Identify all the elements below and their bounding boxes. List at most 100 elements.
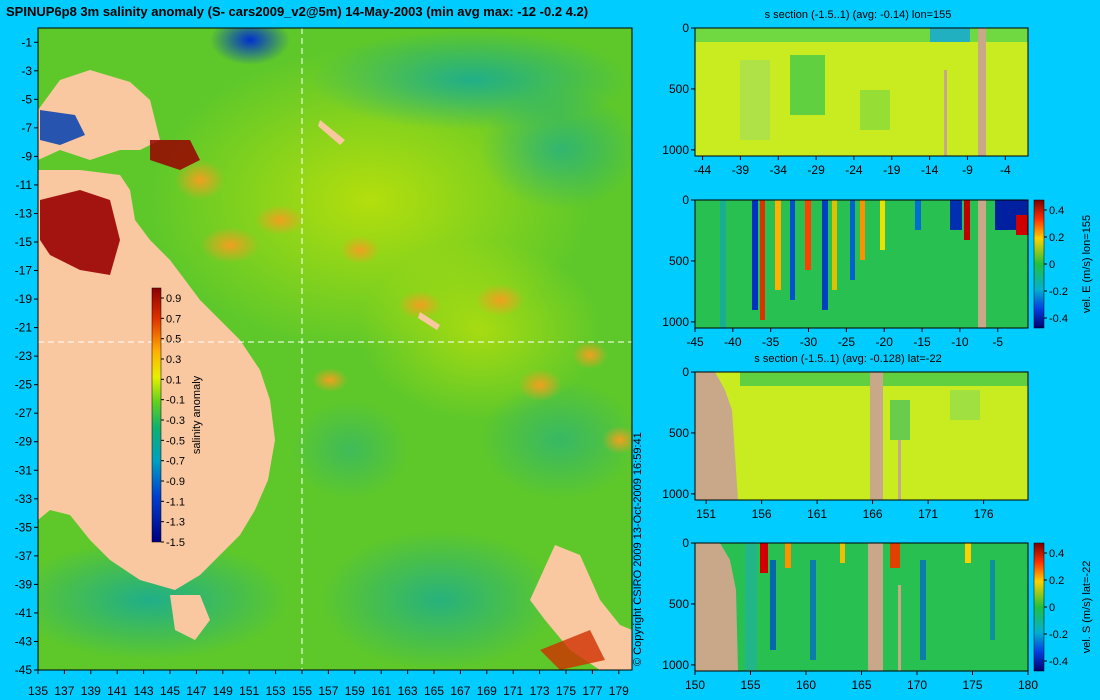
x-tick-label: 157 [318,684,338,698]
x-tick-label: -39 [732,163,750,177]
x-tick-label: -45 [686,335,704,349]
island-new-caledonia [418,312,440,330]
y-tick-label: -19 [15,292,33,306]
y-tick-label: -27 [15,406,33,420]
x-tick-label: 175 [556,684,576,698]
panel1-x-axis: -44 -39 -34 -29 -24 -19 -14 -9 -4 [694,156,1011,177]
page-title: SPINUP6p8 3m salinity anomaly (S- cars20… [6,4,589,19]
y-tick-label: 0 [682,21,689,35]
x-tick-label: -5 [992,335,1003,349]
x-tick-label: 166 [863,507,883,521]
salinity-map: 135 137 139 141 143 145 147 149 151 153 155 157 159 1… [15,27,633,698]
copyright-notice: © Copyright CSIRO 2009 13-Oct-2009 16:59… [632,432,644,666]
x-tick-label: -15 [913,335,931,349]
x-tick-label: -34 [770,163,788,177]
x-tick-label: 143 [134,684,154,698]
y-tick-label: 500 [669,426,689,440]
panel2-y-axis: 0 500 1000 [662,193,695,329]
map-y-axis: -1 -3 -5 -7 -9 -11 -13 -15 -17 -19 -21 -23 -25 -27 -29… [15,35,38,677]
colorbar-tick-label: -0.7 [166,456,185,468]
island-solomons [318,120,345,145]
panel4-y-axis: 0 500 1000 [662,536,695,672]
x-tick-label: -9 [962,163,973,177]
colorbar-tick-label: -0.5 [166,435,185,447]
coastal-anomaly-low [40,110,85,145]
colorbar-tick-label: -0.9 [166,476,185,488]
x-tick-label: -25 [838,335,856,349]
colorbar-tick-label: -1.1 [166,496,185,508]
x-tick-label: 155 [292,684,312,698]
x-tick-label: 137 [54,684,74,698]
x-tick-label: -14 [921,163,939,177]
x-tick-label: 160 [796,678,816,692]
x-tick-label: -24 [845,163,863,177]
x-tick-label: -30 [800,335,818,349]
y-tick-label: -29 [15,435,33,449]
colorbar-tick-label: 0.2 [1049,575,1064,587]
panel2-x-axis: -45 -40 -35 -30 -25 -20 -15 -10 -5 [686,328,1003,349]
x-tick-label: 135 [28,684,48,698]
x-tick-label: -40 [724,335,742,349]
section-panel-lat-22-velocity: 0.4 0.2 0 -0.2 -0.4 vel. S (m/s) lat=-22 150… [662,536,1093,692]
panel4-land [695,543,738,671]
x-tick-label: -19 [883,163,901,177]
x-tick-label: 153 [266,684,286,698]
y-tick-label: 1000 [662,658,689,672]
panel1-title: s section (-1.5..1) (avg: -0.14) lon=155 [765,9,952,21]
colorbar-tick-label: 0.5 [166,334,181,346]
y-tick-label: 0 [682,365,689,379]
y-tick-label: -41 [15,606,33,620]
y-tick-label: -3 [21,64,32,78]
y-tick-label: -43 [15,634,33,648]
colorbar-tick-label: 0.1 [166,374,181,386]
x-tick-label: 151 [239,684,259,698]
x-tick-label: 141 [107,684,127,698]
colorbar-tick-label: 0.4 [1049,548,1064,560]
panel4-colorbar-ticks: 0.4 0.2 0 -0.2 -0.4 [1044,548,1068,668]
salinity-colorbar-ticks: 0.9 0.7 0.5 0.3 0.1 -0.1 -0.3 -0.5 -0.7 -0.9 -1.1 -… [161,293,185,549]
colorbar-tick-label: -0.3 [166,415,185,427]
y-tick-label: -11 [16,178,33,192]
y-tick-label: 0 [682,536,689,550]
y-tick-label: -7 [21,121,32,135]
colorbar-tick-label: -0.2 [1049,629,1068,641]
colorbar-tick-label: 0.9 [166,293,181,305]
x-tick-label: 155 [740,678,760,692]
panel4-colorbar-label: vel. S (m/s) lat=-22 [1081,561,1093,654]
y-tick-label: -39 [15,577,33,591]
x-tick-label: -4 [1000,163,1011,177]
colorbar-tick-label: -0.2 [1049,286,1068,298]
colorbar-tick-label: 0.4 [1049,205,1064,217]
x-tick-label: 150 [685,678,705,692]
x-tick-label: 180 [1018,678,1038,692]
x-tick-label: -29 [807,163,825,177]
gulf-anomaly-high [40,190,120,275]
colorbar-tick-label: 0.2 [1049,232,1064,244]
y-tick-label: -15 [15,235,33,249]
x-tick-label: 161 [807,507,827,521]
y-tick-label: 1000 [662,143,689,157]
y-tick-label: -1 [21,35,32,49]
panel4-colorbar [1033,542,1045,672]
panel2-colorbar [1033,199,1045,329]
y-tick-label: -35 [15,520,33,534]
new-zealand-land [530,545,632,670]
y-tick-label: 0 [682,193,689,207]
y-tick-label: -17 [15,264,33,278]
x-tick-label: -10 [951,335,969,349]
y-tick-label: 1000 [662,487,689,501]
velocity-bands [720,200,1028,328]
map-x-axis: 135 137 139 141 143 145 147 149 151 153 155 157 159 1… [28,670,629,698]
panel2-colorbar-label: vel. E (m/s) lon=155 [1081,215,1093,313]
map-frame [37,27,633,671]
x-tick-label: 165 [424,684,444,698]
section-panel-lat-22-salinity: s section (-1.5..1) (avg: -0.128) lat=-2… [662,353,1029,521]
anomaly-patches [38,28,632,670]
panel4-x-axis: 150 155 160 165 170 175 180 [685,671,1038,692]
colorbar-tick-label: -0.1 [166,395,185,407]
coastal-anomaly-high [150,140,200,170]
colorbar-tick-label: 0.7 [166,313,181,325]
y-tick-label: -25 [15,378,33,392]
salinity-colorbar-label: salinity anomaly [191,375,203,454]
